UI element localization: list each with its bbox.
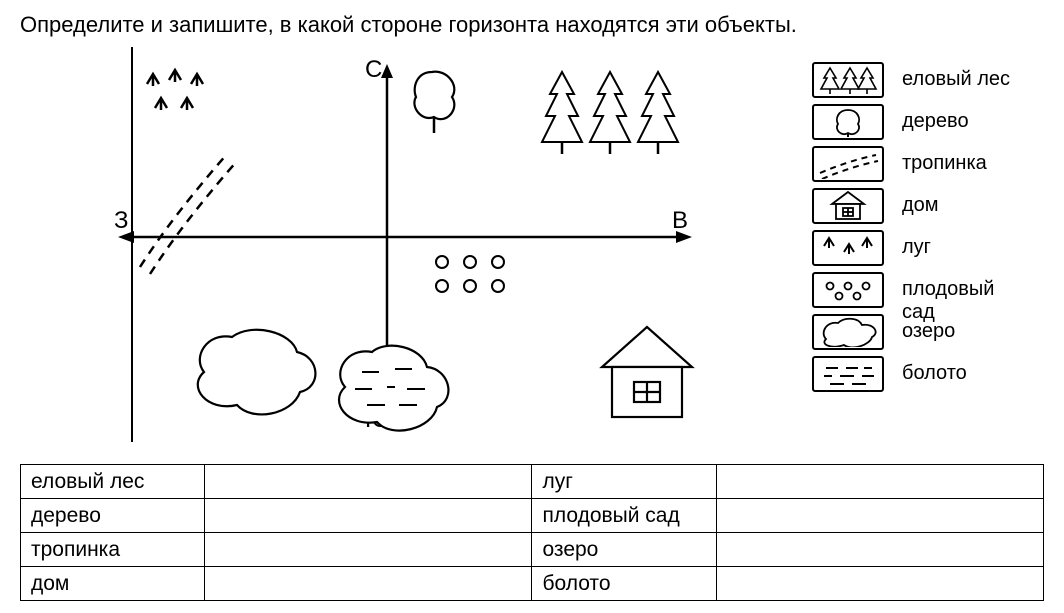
legend-label: тропинка [902,152,987,175]
meadow-icon [147,70,203,110]
legend-label: болото [902,362,967,385]
table-row: дерево плодовый сад [21,499,1044,533]
legend-label: еловый лес [902,68,1010,91]
compass-w: З [114,207,129,234]
table-row: еловый лес луг [21,465,1044,499]
row-label: дерево [21,499,205,533]
legend-label: дерево [902,110,969,133]
orchard-icon [436,256,504,292]
answer-cell[interactable] [716,499,1043,533]
task-text: Определите и запишите, в какой стороне г… [20,12,1044,38]
answer-cell[interactable] [716,465,1043,499]
compass-e: В [672,207,688,234]
swamp-icon [339,346,448,431]
answer-cell[interactable] [205,499,532,533]
table-row: дом болото [21,567,1044,601]
row-label: болото [532,567,716,601]
legend-label: плодовый сад [902,278,1012,324]
answer-cell[interactable] [716,567,1043,601]
answer-cell[interactable] [205,567,532,601]
legend-label: луг [902,236,931,259]
legend-box-house [812,188,884,224]
row-label: тропинка [21,533,205,567]
spruce-forest-icon [542,72,678,154]
answer-cell[interactable] [716,533,1043,567]
answer-table: еловый лес луг дерево плодовый сад тропи… [20,464,1044,601]
legend-label: озеро [902,320,955,343]
table-row: тропинка озеро [21,533,1044,567]
answer-cell[interactable] [205,533,532,567]
legend-box-spruce [812,62,884,98]
path-icon [140,154,237,274]
lake-icon [198,330,316,415]
map-svg: С Ю З В [112,42,752,452]
tree-icon [414,72,454,133]
row-label: дом [21,567,205,601]
legend-box-swamp [812,356,884,392]
legend-box-lake [812,314,884,350]
answer-cell[interactable] [205,465,532,499]
row-label: луг [532,465,716,499]
row-label: плодовый сад [532,499,716,533]
legend-box-tree [812,104,884,140]
diagram-container: С Ю З В [52,42,1012,452]
row-label: озеро [532,533,716,567]
compass-n: С [365,56,382,83]
legend-label: дом [902,194,939,217]
legend-box-path [812,146,884,182]
house-icon [602,327,692,417]
row-label: еловый лес [21,465,205,499]
legend-box-orchard [812,272,884,308]
legend-box-meadow [812,230,884,266]
